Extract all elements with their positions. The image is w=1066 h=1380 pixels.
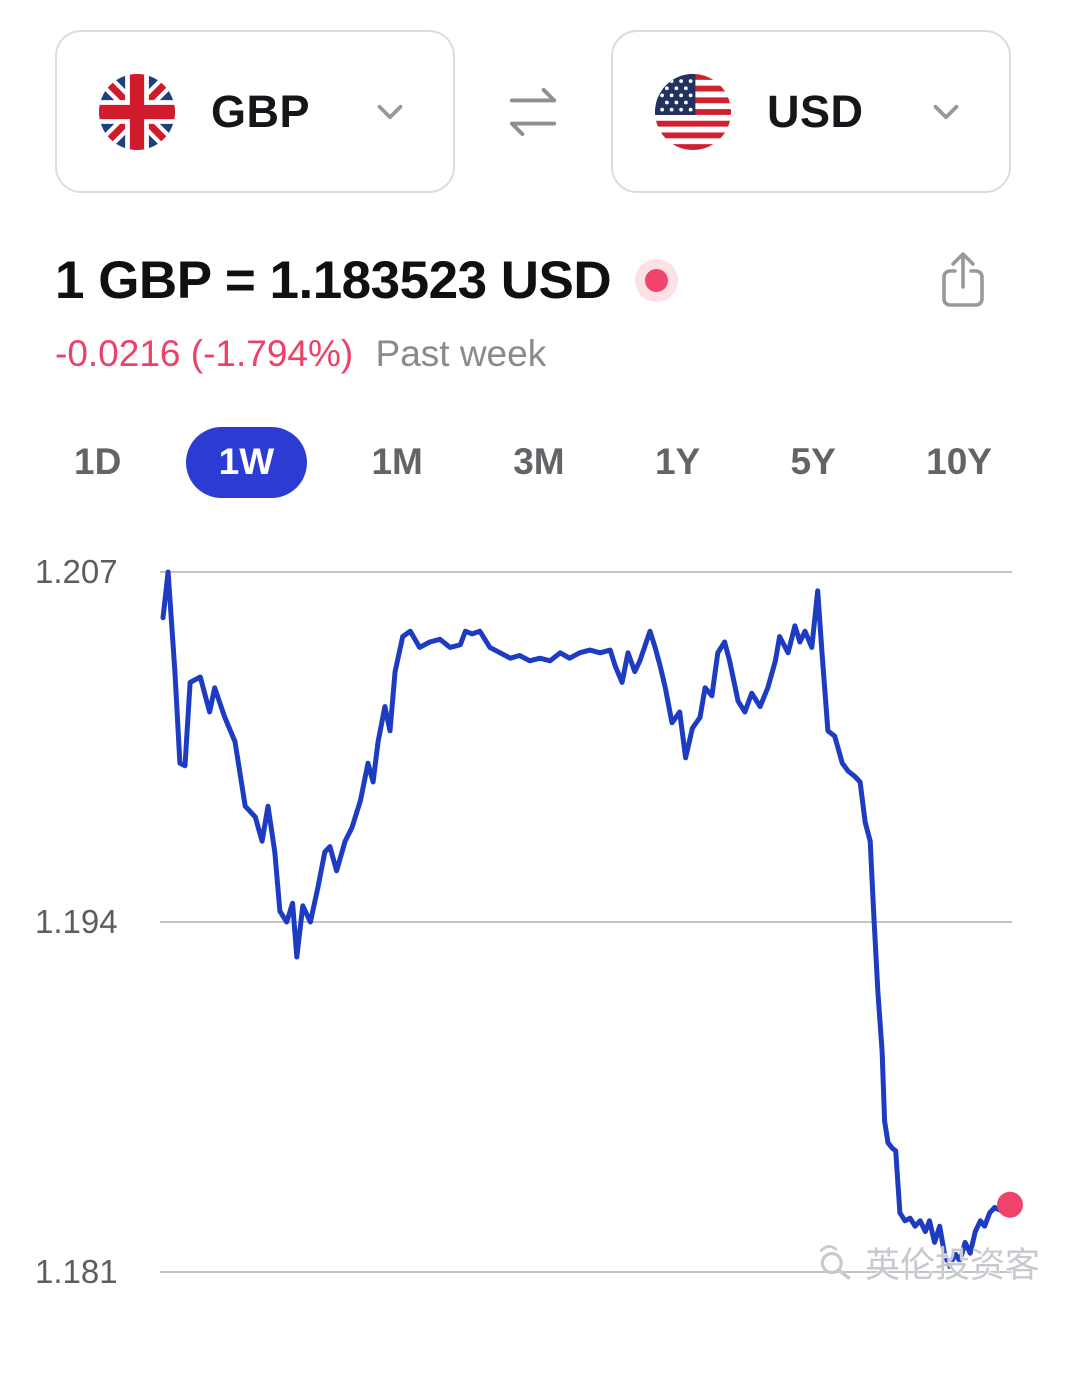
us-flag-icon [655,73,731,150]
chevron-down-icon [925,91,967,133]
rate-chart: 1.207 1.194 1.181 英伦投资客 [0,540,1066,1300]
rate-line [160,569,1013,1269]
live-indicator-dot [645,268,669,292]
swap-currencies-button[interactable] [502,86,564,138]
rate-chart-svg[interactable]: 1.207 1.194 1.181 [0,540,1066,1300]
currency-converter-app: GBP [0,30,1066,1300]
watermark: 英伦投资客 [815,1237,1040,1288]
watermark-logo-icon [819,1245,851,1280]
exchange-rate-headline: 1 GBP = 1.183523 USD [55,250,612,310]
rate-change-period: Past week [375,333,547,374]
ytick-label-top: 1.207 [35,553,118,590]
tab-1w[interactable]: 1W [185,427,308,498]
tab-5y[interactable]: 5Y [765,427,862,498]
from-currency-code: GBP [211,85,311,137]
to-currency-code: USD [767,85,864,137]
share-icon [942,252,984,307]
tab-1y[interactable]: 1Y [629,427,726,498]
latest-point-dot [997,1191,1023,1218]
rate-header: 1 GBP = 1.183523 USD [55,249,988,311]
to-currency-selector[interactable]: USD [611,30,1011,193]
uk-flag-icon [99,73,175,150]
tab-1m[interactable]: 1M [345,427,448,498]
tab-10y[interactable]: 10Y [900,427,1018,498]
share-button[interactable] [938,249,988,311]
chevron-down-icon [369,91,411,133]
time-range-tabs: 1D 1W 1M 3M 1Y 5Y 10Y [48,427,1018,498]
ytick-label-bottom: 1.181 [35,1253,118,1290]
tab-1d[interactable]: 1D [48,427,147,498]
currency-selector-row: GBP [55,30,1011,193]
swap-arrows-icon [509,87,557,136]
rate-change-value: -0.0216 (-1.794%) [55,333,354,374]
ytick-label-middle: 1.194 [35,903,118,940]
from-currency-selector[interactable]: GBP [55,30,455,193]
tab-3m[interactable]: 3M [487,427,590,498]
rate-change-row: -0.0216 (-1.794%) Past week [55,333,1011,375]
watermark-text: 英伦投资客 [864,1245,1040,1285]
